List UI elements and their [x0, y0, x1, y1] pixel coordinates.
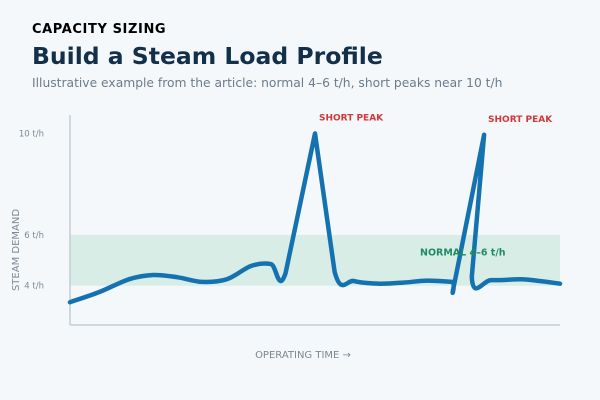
short-peak-label: SHORT PEAK [488, 115, 553, 125]
y-tick-label: 10 t/h [19, 130, 44, 140]
chart-title: Build a Steam Load Profile [32, 42, 383, 70]
steam-demand-line [67, 131, 563, 305]
y-axis-title: STEAM DEMAND [11, 209, 22, 291]
y-tick-label: 6 t/h [24, 231, 44, 241]
chart-subtitle: Illustrative example from the article: n… [32, 76, 503, 90]
eyebrow-label: CAPACITY SIZING [32, 22, 167, 37]
series-layer [67, 131, 563, 305]
axes-layer: 10 t/h 6 t/h 4 t/h OPERATING TIME → STEAM DE… [11, 115, 560, 361]
normal-band-label: NORMAL 4–6 t/h [420, 248, 506, 259]
short-peak-label: SHORT PEAK [319, 114, 384, 124]
labels-layer: SHORT PEAK SHORT PEAK NORMAL 4–6 t/h [319, 114, 553, 259]
x-axis-title: OPERATING TIME → [255, 350, 351, 361]
y-tick-label: 4 t/h [24, 282, 44, 292]
